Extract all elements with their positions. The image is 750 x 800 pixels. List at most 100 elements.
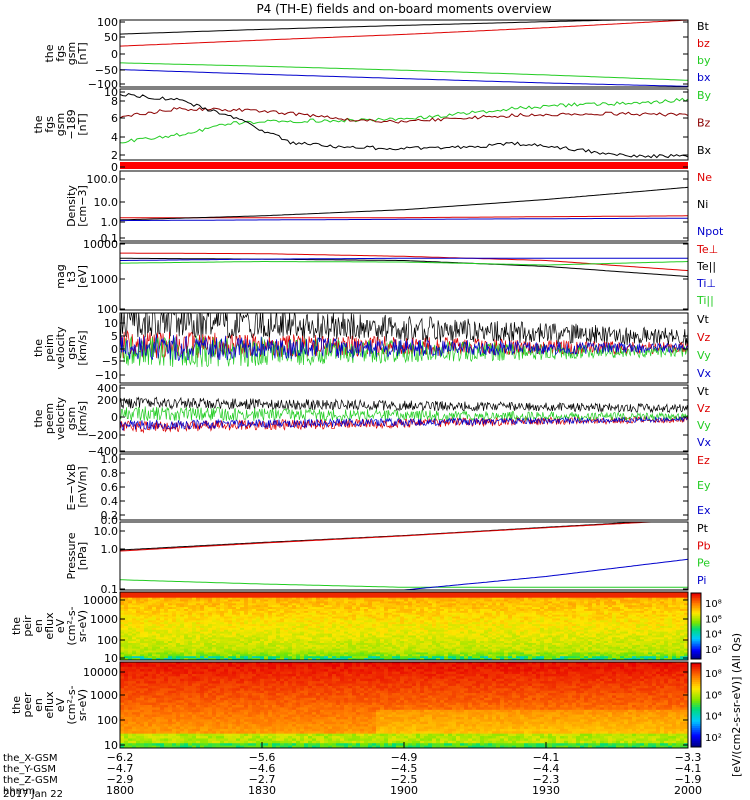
heat-cell bbox=[328, 622, 333, 625]
series-Vx-line bbox=[120, 334, 688, 361]
heat-cell bbox=[240, 605, 245, 608]
heat-cell bbox=[420, 652, 425, 655]
heat-cell bbox=[452, 612, 457, 616]
heat-cell bbox=[184, 644, 189, 648]
heat-cell bbox=[140, 641, 145, 644]
heat-cell bbox=[544, 603, 549, 606]
heat-cell bbox=[592, 631, 597, 635]
heat-cell bbox=[544, 656, 549, 659]
heat-cell bbox=[600, 633, 605, 637]
heat-cell bbox=[572, 646, 577, 650]
heat-cell bbox=[164, 603, 169, 606]
heat-cell bbox=[468, 607, 473, 610]
heat-cell bbox=[344, 595, 349, 599]
heat-cell bbox=[372, 593, 377, 597]
heat-cell bbox=[500, 639, 505, 642]
heat-cell bbox=[548, 607, 553, 610]
heat-cell bbox=[192, 626, 197, 629]
heat-cell bbox=[392, 654, 397, 657]
heat-cell bbox=[124, 622, 129, 625]
heat-cell bbox=[456, 637, 461, 640]
heat-cell bbox=[280, 597, 285, 601]
heat-cell bbox=[296, 626, 301, 629]
heat-cell bbox=[388, 620, 393, 623]
heat-cell bbox=[516, 607, 521, 610]
heat-cell bbox=[144, 644, 149, 648]
heat-cell bbox=[644, 593, 649, 597]
heat-cell bbox=[560, 654, 565, 657]
heat-cell bbox=[460, 616, 465, 620]
heat-cell bbox=[144, 616, 149, 620]
heat-cell bbox=[316, 639, 321, 642]
heat-cell bbox=[508, 633, 513, 637]
heat-cell bbox=[312, 626, 317, 629]
heat-cell bbox=[644, 650, 649, 654]
heat-cell bbox=[224, 620, 229, 623]
heat-cell bbox=[640, 639, 645, 642]
heat-cell bbox=[632, 627, 637, 631]
heat-cell bbox=[220, 627, 225, 631]
heat-cell bbox=[524, 622, 529, 625]
heat-cell bbox=[232, 626, 237, 629]
heat-cell bbox=[504, 658, 509, 660]
heat-cell bbox=[224, 648, 229, 652]
heat-cell bbox=[560, 593, 565, 597]
heat-cell bbox=[376, 646, 381, 650]
heat-cell bbox=[624, 644, 629, 648]
heat-cell bbox=[160, 607, 165, 610]
heat-cell bbox=[504, 652, 509, 655]
heat-cell bbox=[224, 627, 229, 631]
heat-cell bbox=[320, 637, 325, 640]
heat-cell bbox=[572, 609, 577, 612]
heat-cell bbox=[296, 624, 301, 627]
heat-cell bbox=[428, 644, 433, 648]
heat-cell bbox=[444, 644, 449, 648]
y-tick-label: 100 bbox=[97, 16, 118, 29]
heat-cell bbox=[312, 639, 317, 642]
heat-cell bbox=[596, 603, 601, 606]
legend-entry: Pe bbox=[697, 557, 710, 570]
heat-cell bbox=[348, 592, 353, 595]
heat-cell bbox=[612, 601, 617, 604]
heat-cell bbox=[360, 641, 365, 644]
heat-cell bbox=[452, 618, 457, 621]
heat-cell bbox=[324, 633, 329, 637]
heat-cell bbox=[628, 637, 633, 640]
heat-cell bbox=[524, 624, 529, 627]
heat-cell bbox=[528, 597, 533, 601]
heat-cell bbox=[256, 637, 261, 640]
heat-cell bbox=[376, 593, 381, 597]
heat-cell bbox=[588, 607, 593, 610]
heat-cell bbox=[312, 643, 317, 646]
heat-cell bbox=[168, 609, 173, 612]
heat-cell bbox=[200, 656, 205, 659]
heat-cell bbox=[312, 635, 317, 638]
heat-cell bbox=[620, 616, 625, 620]
heat-cell bbox=[564, 631, 569, 635]
heat-cell bbox=[444, 627, 449, 631]
heat-cell bbox=[180, 635, 185, 638]
y-axis-label: the bbox=[32, 409, 45, 427]
heat-cell bbox=[464, 639, 469, 642]
heat-cell bbox=[176, 620, 181, 623]
heat-cell bbox=[340, 607, 345, 610]
heat-cell bbox=[472, 620, 477, 623]
heat-cell bbox=[380, 646, 385, 650]
heat-cell bbox=[332, 607, 337, 610]
heat-cell bbox=[384, 618, 389, 621]
heat-cell bbox=[276, 618, 281, 621]
heat-cell bbox=[268, 601, 273, 604]
heat-cell bbox=[588, 618, 593, 621]
heat-cell bbox=[528, 627, 533, 631]
heat-cell bbox=[476, 631, 481, 635]
heat-cell bbox=[352, 652, 357, 655]
heat-cell bbox=[548, 631, 553, 635]
heat-cell bbox=[636, 618, 641, 621]
heat-cell bbox=[524, 637, 529, 640]
heat-cell bbox=[232, 646, 237, 650]
heat-cell bbox=[524, 593, 529, 597]
heat-cell bbox=[500, 592, 505, 595]
heat-cell bbox=[488, 624, 493, 627]
heat-cell bbox=[280, 593, 285, 597]
heat-cell bbox=[640, 641, 645, 644]
